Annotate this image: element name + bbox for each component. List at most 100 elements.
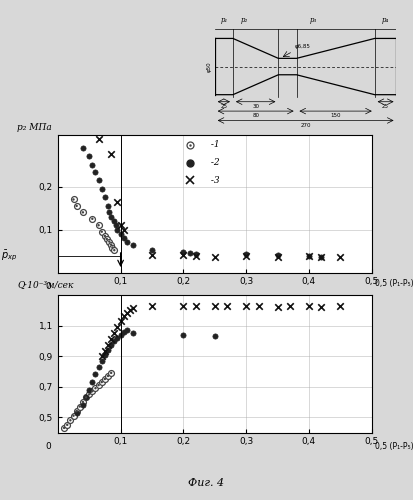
Text: φ6,85: φ6,85: [295, 44, 311, 49]
Point: [98, 356, 105, 364]
Point: [105, 346, 112, 354]
Point: [83, 394, 89, 402]
Point: [104, 235, 110, 243]
Point: [337, 302, 344, 310]
Point: [192, 252, 199, 260]
Point: [243, 250, 249, 258]
Point: [98, 378, 105, 386]
Point: [108, 369, 114, 377]
Point: [114, 226, 121, 234]
Point: [111, 217, 118, 225]
Point: [117, 221, 124, 229]
Text: $\bar{p}_{xp}$: $\bar{p}_{xp}$: [1, 249, 17, 264]
Point: [89, 215, 96, 223]
Point: [61, 424, 67, 432]
Point: [306, 252, 312, 260]
Point: [274, 254, 281, 262]
Point: [92, 384, 99, 392]
Text: 80: 80: [252, 114, 259, 118]
Point: [105, 372, 112, 380]
Point: [127, 306, 133, 314]
Point: [98, 352, 105, 360]
Point: [121, 234, 127, 242]
Point: [80, 398, 86, 406]
Point: [70, 196, 77, 203]
Point: [83, 394, 89, 402]
Text: p₁: p₁: [220, 16, 228, 24]
Point: [74, 408, 80, 416]
Point: [130, 329, 136, 337]
Point: [76, 402, 83, 410]
Point: [70, 412, 77, 420]
Point: [98, 228, 105, 235]
Point: [130, 304, 136, 312]
Point: [102, 194, 108, 202]
Point: [70, 412, 77, 420]
Point: [80, 398, 86, 406]
Point: [108, 369, 114, 377]
Point: [80, 208, 86, 216]
Point: [70, 196, 77, 203]
Point: [95, 221, 102, 229]
Point: [108, 240, 114, 248]
Point: [180, 252, 187, 260]
Point: [92, 168, 99, 175]
Point: [86, 386, 93, 394]
Point: [108, 150, 114, 158]
Point: [64, 421, 71, 429]
Point: [74, 407, 80, 415]
Point: [121, 226, 127, 234]
Point: [95, 176, 102, 184]
Point: [114, 198, 121, 205]
Point: [211, 302, 218, 310]
Point: [61, 424, 67, 432]
Point: [102, 375, 108, 383]
Point: [105, 342, 112, 349]
Point: [92, 384, 99, 392]
Text: Q·10⁻³м/сек: Q·10⁻³м/сек: [17, 280, 74, 289]
Point: [106, 238, 113, 246]
Point: [121, 328, 127, 336]
Point: [105, 372, 112, 380]
Point: [180, 248, 187, 256]
Point: [117, 317, 124, 325]
Point: [89, 161, 96, 169]
Point: [111, 246, 118, 254]
Text: -1: -1: [209, 140, 220, 149]
Text: 25: 25: [221, 104, 227, 109]
Text: φ50: φ50: [207, 61, 212, 72]
Point: [255, 302, 262, 310]
Point: [211, 253, 218, 261]
Point: [109, 244, 116, 252]
Point: [86, 152, 93, 160]
Point: [149, 246, 155, 254]
Point: [102, 347, 108, 355]
Point: [67, 416, 74, 424]
Point: [149, 302, 155, 310]
Point: [108, 342, 114, 349]
Point: [318, 252, 325, 260]
Point: [74, 407, 80, 415]
Point: [108, 336, 114, 344]
Point: [76, 402, 83, 410]
Point: [80, 401, 86, 409]
Point: [121, 312, 127, 320]
Point: [274, 252, 281, 260]
Point: [180, 330, 187, 338]
Point: [89, 387, 96, 395]
Point: [102, 232, 108, 240]
Text: Фиг. 4: Фиг. 4: [188, 478, 225, 488]
Point: [306, 252, 312, 260]
Point: [98, 184, 105, 192]
Point: [80, 144, 86, 152]
Point: [117, 330, 124, 338]
Point: [95, 381, 102, 389]
Point: [318, 253, 325, 261]
Point: [111, 329, 118, 337]
Point: [104, 235, 110, 243]
Point: [123, 238, 130, 246]
Point: [95, 136, 102, 143]
Point: [111, 337, 118, 345]
Point: [192, 302, 199, 310]
Point: [74, 202, 80, 210]
